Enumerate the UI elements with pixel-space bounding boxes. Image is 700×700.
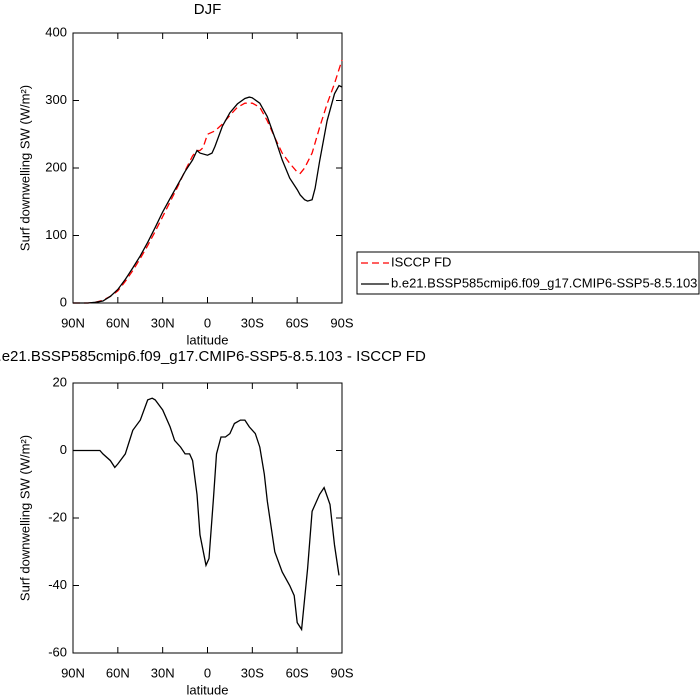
plot-frame — [72, 32, 343, 304]
x-tick-label: 0 — [204, 315, 211, 330]
y-axis-label: Surf downwelling SW (W/m²) — [17, 435, 32, 601]
y-tick-label: 0 — [60, 294, 67, 309]
x-tick-label: 60S — [286, 665, 309, 680]
y-tick-label: 0 — [60, 442, 67, 457]
legend-label: b.e21.BSSP585cmip6.f09_g17.CMIP6-SSP5-8.… — [391, 275, 697, 290]
plot-frame — [72, 382, 343, 654]
data-line — [73, 59, 343, 304]
y-tick-label: 400 — [45, 24, 67, 39]
y-tick-label: -60 — [48, 644, 67, 659]
x-axis-label: latitude — [187, 332, 229, 347]
y-tick-label: 20 — [53, 374, 67, 389]
chart-title: DJF — [194, 1, 222, 18]
x-tick-label: 90N — [61, 315, 85, 330]
x-tick-label: 60S — [286, 315, 309, 330]
legend-box — [356, 251, 700, 295]
x-tick-label: 90S — [330, 315, 353, 330]
x-tick-label: 90S — [330, 665, 353, 680]
y-axis-label: Surf downwelling SW (W/m²) — [17, 85, 32, 251]
x-tick-label: 30N — [151, 315, 175, 330]
x-tick-label: 30S — [241, 665, 264, 680]
x-tick-label: 30S — [241, 315, 264, 330]
x-axis-label: latitude — [187, 682, 229, 697]
x-tick-label: 90N — [61, 665, 85, 680]
x-tick-label: 60N — [106, 315, 130, 330]
x-tick-label: 0 — [204, 665, 211, 680]
data-line — [73, 84, 343, 304]
chart-title: b.e21.BSSP585cmip6.f09_g17.CMIP6-SSP5-8.… — [0, 348, 426, 365]
legend-label: ISCCP FD — [391, 254, 451, 269]
y-tick-label: 300 — [45, 92, 67, 107]
x-tick-label: 60N — [106, 665, 130, 680]
x-tick-label: 30N — [151, 665, 175, 680]
y-tick-label: 200 — [45, 159, 67, 174]
y-tick-label: 100 — [45, 227, 67, 242]
y-tick-label: -20 — [48, 509, 67, 524]
data-line — [73, 397, 340, 632]
y-tick-label: -40 — [48, 577, 67, 592]
